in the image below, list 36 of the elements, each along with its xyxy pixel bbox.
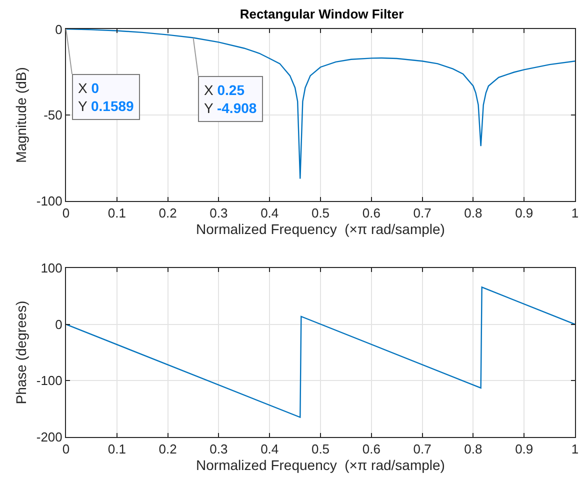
chart-title: Rectangular Window Filter	[240, 6, 404, 22]
x-tick-label: 0.7	[413, 206, 432, 221]
x-tick-label: 0.2	[158, 206, 177, 221]
annotation: X 0.25 Y -4.908	[204, 82, 257, 116]
x-tick-label: 0.1	[108, 206, 126, 221]
y-tick-label: 0	[55, 22, 62, 37]
line-series	[66, 286, 575, 418]
x-tick-label: 0.5	[311, 206, 330, 221]
x-tick-label: 0.3	[210, 206, 228, 221]
y-tick-label: 100	[40, 260, 62, 276]
x-tick-label: 1	[571, 206, 579, 221]
x-tick-label: 0.9	[515, 206, 534, 221]
y-axis-title: Magnitude (dB)	[12, 67, 29, 163]
x-axis-title: Normalized Frequency (×π rad/sample)	[196, 456, 445, 473]
y-axis-title: Phase (degrees)	[12, 300, 29, 404]
x-tick-label: 0.8	[464, 442, 482, 457]
line-series	[66, 29, 575, 180]
x-tick-label: 0.8	[464, 206, 482, 221]
y-tick-label: -50	[44, 108, 62, 123]
y-tick-label: -200	[36, 430, 62, 445]
x-tick-label: 0.5	[311, 442, 330, 457]
x-tick-label: 1	[571, 442, 579, 457]
x-tick-label: 0.1	[108, 442, 126, 457]
x-tick-label: 0.4	[260, 442, 279, 457]
y-tick-label: 0	[55, 316, 62, 332]
annotation: X 0 Y 0.1589	[78, 80, 134, 114]
y-tick-label: -100	[36, 373, 62, 388]
x-tick-label: 0.3	[210, 442, 228, 457]
x-tick-label: 0.2	[158, 442, 177, 457]
y-tick-label: -100	[36, 194, 62, 209]
x-tick-label: 0.7	[413, 442, 432, 457]
x-tick-label: 0.9	[515, 442, 534, 457]
x-axis-title: Normalized Frequency (×π rad/sample)	[196, 220, 445, 237]
x-tick-label: 0.6	[362, 442, 380, 457]
x-tick-label: 0.4	[260, 206, 279, 221]
x-tick-label: 0.6	[362, 206, 380, 221]
